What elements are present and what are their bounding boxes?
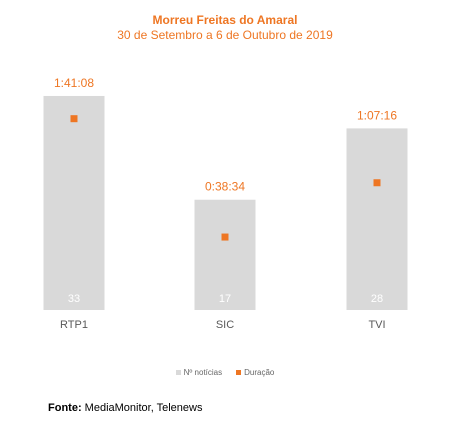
legend-item-noticias: Nº notícias	[175, 368, 223, 377]
chart-title: Morreu Freitas do Amaral	[152, 13, 298, 27]
legend-label-noticias: Nº notícias	[183, 368, 223, 377]
legend-item-duracao: Duração	[236, 368, 274, 377]
category-label-rtp1: RTP1	[60, 319, 88, 331]
chart-legend: Nº notícias Duração	[0, 368, 450, 377]
bar-value-label-sic: 17	[219, 293, 231, 305]
bar-rtp1	[43, 95, 105, 310]
legend-swatch-noticias	[175, 370, 181, 375]
bar-tvi	[346, 128, 408, 310]
bar-value-label-rtp1: 33	[68, 293, 80, 305]
bar-value-label-tvi: 28	[371, 293, 383, 305]
duration-marker-rtp1	[70, 115, 78, 123]
source-label: Fonte:	[48, 402, 82, 414]
category-label-sic: SIC	[216, 319, 234, 331]
duration-marker-sic	[221, 233, 229, 241]
duration-marker-tvi	[373, 179, 381, 187]
duration-label-rtp1: 1:41:08	[54, 76, 94, 90]
legend-label-duracao: Duração	[244, 368, 275, 377]
bar-sic	[194, 199, 256, 310]
duration-label-sic: 0:38:34	[205, 180, 245, 194]
chart-subtitle: 30 de Setembro a 6 de Outubro de 2019	[117, 28, 333, 42]
source-text: MediaMonitor, Telenews	[84, 402, 203, 414]
duration-label-tvi: 1:07:16	[357, 108, 397, 122]
legend-swatch-duracao	[236, 370, 242, 375]
source-note: Fonte: MediaMonitor, Telenews	[48, 402, 202, 414]
category-label-tvi: TVI	[368, 319, 385, 331]
chart-plot: 33 1:41:08 RTP1 17 0:38:34 SIC 28 1:07:16 TVI	[43, 76, 408, 331]
